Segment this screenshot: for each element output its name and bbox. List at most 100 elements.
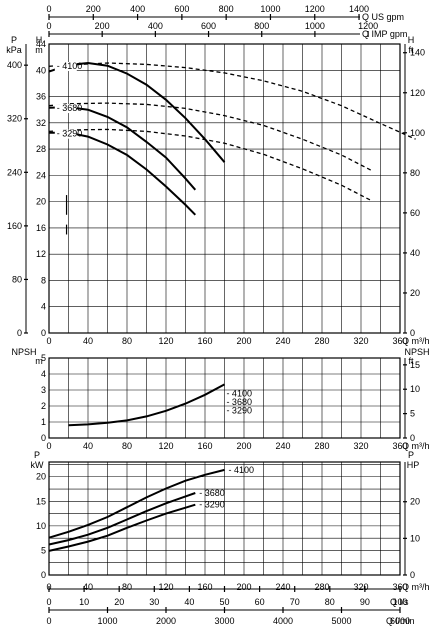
lmin-tick-label: 1000 bbox=[97, 616, 117, 626]
npsh-y-tick-label: 3 bbox=[41, 385, 46, 395]
npsh-x-tick-label: 320 bbox=[353, 441, 368, 451]
npsh-ft-axis-unit: ft bbox=[408, 356, 414, 366]
head-x-tick-label: 200 bbox=[236, 336, 251, 346]
head-dashed-curve-1 bbox=[48, 102, 372, 171]
power-curve-3290 bbox=[48, 503, 196, 552]
power-y-tick-label: 20 bbox=[36, 472, 46, 482]
ls-tick-label: 40 bbox=[184, 597, 194, 607]
power-y-tick-label: 5 bbox=[41, 545, 46, 555]
head-x-tick-label: 0 bbox=[46, 336, 51, 346]
top-axis-0-tick-label: 1000 bbox=[260, 4, 280, 14]
power-curve-4100 bbox=[48, 468, 225, 539]
power-y-tick-label: 10 bbox=[36, 521, 46, 531]
head-y-tick-label: 24 bbox=[36, 170, 46, 180]
head-x-tick-label: 320 bbox=[353, 336, 368, 346]
power-x-axis-label: Q m³/h bbox=[402, 582, 430, 592]
head-curve-label-3680: - 3680 bbox=[57, 103, 83, 113]
head-curve-label-4100: - 4100 bbox=[57, 61, 83, 71]
npsh-y-tick-label: 2 bbox=[41, 401, 46, 411]
lmin-tick-label: 2000 bbox=[156, 616, 176, 626]
npsh-x-tick-label: 200 bbox=[236, 441, 251, 451]
npsh-curve-label-3680: - 3680 bbox=[226, 397, 252, 407]
npsh-x-tick-label: 80 bbox=[122, 441, 132, 451]
npsh-axis-label: NPSH bbox=[11, 347, 36, 357]
power-y-tick-label: 0 bbox=[41, 570, 46, 580]
top-axis-1-tick-label: 1200 bbox=[358, 21, 378, 31]
npsh-y-tick-label: 5 bbox=[41, 353, 46, 363]
npsh-y-tick-label: 1 bbox=[41, 417, 46, 427]
head-x-tick-label: 120 bbox=[158, 336, 173, 346]
ls-tick-label: 60 bbox=[255, 597, 265, 607]
ls-tick-label: 0 bbox=[46, 597, 51, 607]
kpa-tick-label: 160 bbox=[7, 221, 22, 231]
npsh-x-tick-label: 360 bbox=[392, 441, 407, 451]
ls-tick-label: 80 bbox=[325, 597, 335, 607]
npsh-x-axis-label: Q m³/h bbox=[402, 441, 430, 451]
head-curve-label-bg bbox=[54, 62, 77, 72]
power-panel-frame bbox=[48, 461, 401, 576]
npsh-y-tick-label: 0 bbox=[41, 433, 46, 443]
ft-tick-label: 100 bbox=[410, 128, 425, 138]
top-axis-1-label: Q IMP gpm bbox=[362, 29, 407, 39]
head-curve-3290 bbox=[49, 131, 197, 216]
power-x-tick-label: 160 bbox=[197, 582, 212, 592]
power-axis-unit: kW bbox=[31, 460, 45, 470]
npsh-axis-unit: m bbox=[35, 356, 43, 366]
head-m-axis-label: H bbox=[36, 35, 43, 45]
head-y-tick-label: 16 bbox=[36, 223, 46, 233]
ls-tick-label: 100 bbox=[392, 597, 407, 607]
power-x-tick-label: 120 bbox=[158, 582, 173, 592]
ft-tick-label: 60 bbox=[410, 208, 420, 218]
head-y-tick-label: 0 bbox=[41, 328, 46, 338]
head-x-tick-label: 360 bbox=[392, 336, 407, 346]
power-x-tick-label: 320 bbox=[353, 582, 368, 592]
ls-tick-label: 50 bbox=[219, 597, 229, 607]
top-axis-0-tick-label: 1400 bbox=[349, 4, 369, 14]
head-y-tick-label: 20 bbox=[36, 197, 46, 207]
hp-axis-unit: HP bbox=[407, 460, 420, 470]
npsh-x-tick-label: 40 bbox=[83, 441, 93, 451]
top-axis-1-tick-label: 1000 bbox=[305, 21, 325, 31]
ls-tick-label: 10 bbox=[79, 597, 89, 607]
kpa-tick-label: 320 bbox=[7, 114, 22, 124]
top-axis-1-tick-label: 0 bbox=[46, 21, 51, 31]
npsh-ft-tick-label: 0 bbox=[410, 433, 415, 443]
power-x-tick-label: 280 bbox=[314, 582, 329, 592]
head-y-tick-label: 28 bbox=[36, 144, 46, 154]
kpa-tick-label: 80 bbox=[12, 274, 22, 284]
head-y-tick-label: 4 bbox=[41, 302, 46, 312]
ft-tick-label: 140 bbox=[410, 48, 425, 58]
head-curve-label-bg bbox=[54, 129, 77, 139]
ft-tick-label: 80 bbox=[410, 168, 420, 178]
head-panel-frame bbox=[48, 43, 401, 334]
head-x-tick-label: 240 bbox=[275, 336, 290, 346]
npsh-x-tick-label: 120 bbox=[158, 441, 173, 451]
power-curve-label-3680: - 3680 bbox=[199, 488, 225, 498]
top-axis-0-tick-label: 200 bbox=[86, 4, 101, 14]
head-m-axis-unit: m bbox=[35, 45, 43, 55]
top-axis-0-tick-label: 400 bbox=[130, 4, 145, 14]
npsh-y-tick-label: 4 bbox=[41, 369, 46, 379]
kpa-axis-unit: kPa bbox=[6, 45, 22, 55]
head-y-tick-label: 12 bbox=[36, 249, 46, 259]
power-curve-3680 bbox=[48, 492, 196, 546]
npsh-x-tick-label: 160 bbox=[197, 441, 212, 451]
top-axis-1-tick-label: 400 bbox=[148, 21, 163, 31]
ft-tick-label: 40 bbox=[410, 248, 420, 258]
lmin-tick-label: 5000 bbox=[331, 616, 351, 626]
hp-tick-label: 20 bbox=[410, 497, 420, 507]
head-curve-label-bg bbox=[54, 104, 77, 114]
head-curve-3680 bbox=[48, 106, 197, 191]
ls-axis-label: Q l/s bbox=[390, 597, 409, 607]
ft-tick-label: 20 bbox=[410, 288, 420, 298]
top-axis-0-tick-label: 800 bbox=[219, 4, 234, 14]
top-axis-0-tick-label: 1200 bbox=[305, 4, 325, 14]
head-curve-4100 bbox=[48, 61, 226, 163]
npsh-x-tick-label: 0 bbox=[46, 441, 51, 451]
ft-axis-label: H bbox=[408, 35, 415, 45]
npsh-x-tick-label: 240 bbox=[275, 441, 290, 451]
npsh-ft-tick-label: 10 bbox=[410, 384, 420, 394]
head-y-tick-label: 36 bbox=[36, 92, 46, 102]
top-axis-0-tick-label: 0 bbox=[46, 4, 51, 14]
head-y-tick-label: 8 bbox=[41, 275, 46, 285]
